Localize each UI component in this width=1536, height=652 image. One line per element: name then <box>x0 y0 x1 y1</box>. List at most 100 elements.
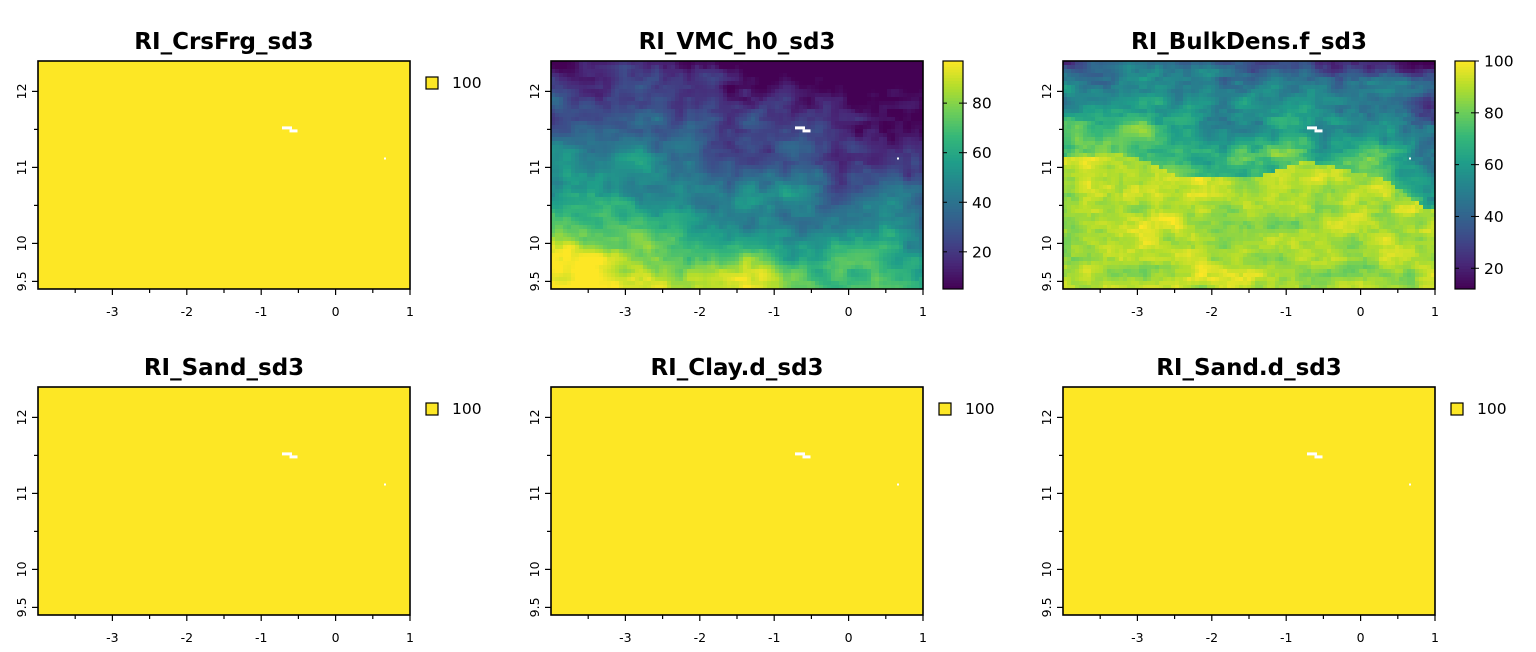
raster-image <box>38 61 410 289</box>
legend: 100 <box>938 400 995 418</box>
legend: 100 <box>425 400 482 418</box>
legend-swatch <box>1450 402 1464 416</box>
x-tick-label: -1 <box>255 630 267 645</box>
x-tick-label: -1 <box>1280 304 1292 319</box>
colorbar-segment <box>1455 232 1475 236</box>
colorbar-tick-label: 40 <box>972 194 992 212</box>
colorbar-segment <box>943 126 963 130</box>
x-tick-label: 1 <box>919 304 927 319</box>
x-tick-label: -2 <box>1206 304 1218 319</box>
x-tick-label: 1 <box>1431 630 1439 645</box>
colorbar-segment <box>943 129 963 133</box>
colorbar-segment <box>943 257 963 261</box>
x-tick-label: 1 <box>406 304 414 319</box>
map-panel-p3: RI_BulkDens.f_sd3 -3 -2 -1 0 1 9.5 10 11 12 20 40 60… <box>1039 29 1514 319</box>
colorbar-segment <box>1455 243 1475 247</box>
colorbar-tick-label: 60 <box>972 144 992 162</box>
colorbar-segment <box>1455 155 1475 159</box>
colorbar-segment <box>1455 212 1475 216</box>
map-panel-p1: RI_CrsFrg_sd3 -3 -2 -1 0 1 9.5 10 11 12 100 <box>14 29 482 319</box>
colorbar-segment <box>1455 89 1475 93</box>
colorbar-segment <box>1455 98 1475 102</box>
colorbar-segment <box>943 180 963 185</box>
colorbar-segment <box>943 83 963 88</box>
colorbar-segment <box>943 92 963 96</box>
colorbar-segment <box>1455 66 1475 71</box>
x-tick-label: -2 <box>1206 630 1218 645</box>
colorbar-segment <box>943 149 963 153</box>
colorbar-segment <box>1455 61 1475 65</box>
colorbar-segment <box>1455 209 1475 213</box>
colorbar-segment <box>1455 223 1475 227</box>
colorbar-segment <box>943 232 963 236</box>
colorbar-segment <box>1455 115 1475 119</box>
colorbar-tick-label: 60 <box>1484 156 1504 174</box>
colorbar-segment <box>943 249 963 253</box>
colorbar-segment <box>1455 206 1475 210</box>
colorbar-segment <box>943 260 963 264</box>
colorbar-segment <box>943 206 963 210</box>
colorbar-segment <box>943 246 963 250</box>
colorbar-segment <box>1455 146 1475 150</box>
colorbar-segment <box>943 189 963 193</box>
x-tick-label: -2 <box>181 630 193 645</box>
y-axis: 9.5 10 11 12 <box>1039 409 1063 617</box>
colorbar-segment <box>943 118 963 122</box>
colorbar-segment <box>1455 126 1475 130</box>
colorbar-segment <box>943 112 963 116</box>
y-axis: 9.5 10 11 12 <box>527 83 551 291</box>
x-tick-label: -3 <box>1131 630 1143 645</box>
y-tick-label: 9.5 <box>527 271 542 291</box>
raster-image <box>1063 387 1435 615</box>
colorbar-segment <box>943 277 963 281</box>
map-panel-p2: RI_VMC_h0_sd3 -3 -2 -1 0 1 9.5 10 11 12 20 40 60 80 <box>527 29 992 319</box>
x-tick-label: -1 <box>768 304 780 319</box>
colorbar-segment <box>943 120 963 125</box>
panel-title: RI_BulkDens.f_sd3 <box>1131 29 1367 55</box>
colorbar-tick-label: 80 <box>972 95 992 113</box>
colorbar-segment <box>943 61 963 65</box>
panel-title: RI_Sand.d_sd3 <box>1156 355 1342 381</box>
colorbar-segment <box>1455 203 1475 207</box>
colorbar-segment <box>943 157 963 162</box>
y-tick-label: 9.5 <box>527 597 542 617</box>
colorbar-segment <box>943 123 963 128</box>
colorbar-segment <box>1455 277 1475 281</box>
x-axis: -3 -2 -1 0 1 <box>587 615 927 645</box>
colorbar-segment <box>1455 129 1475 133</box>
colorbar-segment <box>1455 260 1475 264</box>
colorbar-segment <box>943 89 963 93</box>
x-tick-label: -2 <box>181 304 193 319</box>
colorbar-segment <box>1455 86 1475 90</box>
x-tick-label: -3 <box>106 630 118 645</box>
legend-label: 100 <box>965 400 995 418</box>
colorbar-segment <box>1455 217 1475 222</box>
x-tick-label: -3 <box>619 304 631 319</box>
colorbar-frame <box>1454 60 1476 290</box>
y-axis: 9.5 10 11 12 <box>14 83 38 291</box>
colorbar-segment <box>1455 283 1475 287</box>
colorbar-segment <box>943 183 963 187</box>
colorbar-segment <box>1455 229 1475 233</box>
colorbar-segment <box>1455 286 1475 290</box>
colorbar-segment <box>943 226 963 230</box>
colorbar-segment <box>943 269 963 273</box>
colorbar-segment <box>943 192 963 196</box>
legend: 20 40 60 80 100 <box>1454 53 1514 290</box>
colorbar-segment <box>943 163 963 167</box>
colorbar-segment <box>1455 106 1475 110</box>
colorbar-segment <box>1455 180 1475 185</box>
x-tick-label: 1 <box>1431 304 1439 319</box>
y-axis: 9.5 10 11 12 <box>1039 83 1063 291</box>
colorbar-segment <box>1455 152 1475 156</box>
y-tick-label: 9.5 <box>1039 271 1054 291</box>
colorbar-segment <box>1455 192 1475 196</box>
legend-label: 100 <box>452 400 482 418</box>
raster-fill <box>551 387 923 615</box>
colorbar-segment <box>943 229 963 233</box>
colorbar-segment <box>943 103 963 108</box>
map-panel-p4: RI_Sand_sd3 -3 -2 -1 0 1 9.5 10 11 12 100 <box>14 355 482 645</box>
colorbar-segment <box>943 263 963 267</box>
x-tick-label: 1 <box>919 630 927 645</box>
y-tick-label: 11 <box>1039 485 1054 501</box>
